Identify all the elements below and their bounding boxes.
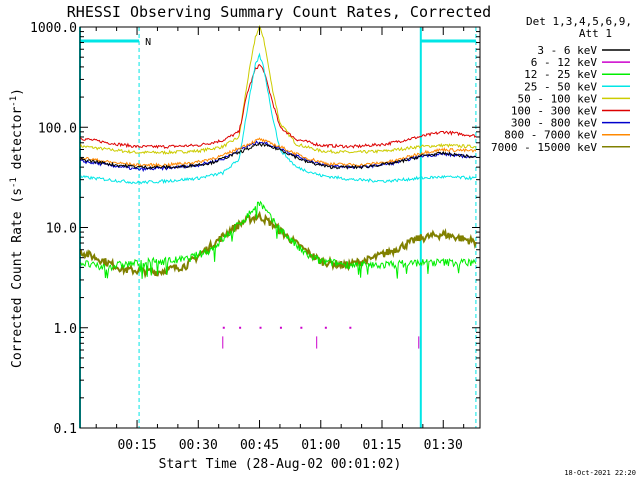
legend-attenuator-line: Att 1 <box>579 27 612 40</box>
series-7000-15000-kev-line <box>79 210 477 279</box>
x-tick-label: 00:15 <box>117 438 156 453</box>
legend-label: 25 - 50 keV <box>524 80 597 93</box>
legend-label: 6 - 12 keV <box>531 56 598 69</box>
legend-label: 100 - 300 keV <box>511 105 597 118</box>
series-50-100-kev-line <box>79 24 477 155</box>
y-tick-label: 10.0 <box>46 222 77 237</box>
legend-label: 12 - 25 keV <box>524 68 597 81</box>
x-tick-label: 01:00 <box>301 438 340 453</box>
legend-label: 3 - 6 keV <box>537 44 597 57</box>
y-tick-label: 1.0 <box>54 322 77 337</box>
x-tick-label: 01:15 <box>362 438 401 453</box>
x-tick-label: 01:30 <box>424 438 463 453</box>
generation-timestamp: 18-Oct-2021 22:20 <box>564 469 636 477</box>
y-axis-label: Corrected Count Rate (s-1 detector-1) <box>9 88 25 368</box>
chart-title: RHESSI Observing Summary Count Rates, Co… <box>67 3 491 21</box>
x-tick-label: 00:45 <box>240 438 279 453</box>
series-12-25-kev-line <box>79 200 477 279</box>
legend-label: 800 - 7000 keV <box>504 129 597 142</box>
legend-label: 300 - 800 keV <box>511 117 597 130</box>
y-tick-label: 1000.0 <box>30 21 77 36</box>
y-tick-label: 0.1 <box>54 422 77 437</box>
plot-area: N <box>79 24 477 428</box>
series-800-7000-kev-line <box>79 137 477 168</box>
x-tick-label: 00:30 <box>179 438 218 453</box>
legend-label: 50 - 100 keV <box>518 92 598 105</box>
series-25-50-kev-line <box>79 52 477 185</box>
legend-detectors-line: Det 1,3,4,5,6,9, <box>526 15 632 28</box>
series-3-6-kev-line <box>79 141 477 170</box>
y-tick-label: 100.0 <box>38 121 77 136</box>
night-marker-label: N <box>145 37 151 48</box>
x-axis-label: Start Time (28-Aug-02 00:01:02) <box>159 457 402 472</box>
legend-label: 7000 - 15000 keV <box>491 141 597 154</box>
series-300-800-kev-line <box>79 140 477 173</box>
series-100-300-kev-line <box>79 64 477 149</box>
